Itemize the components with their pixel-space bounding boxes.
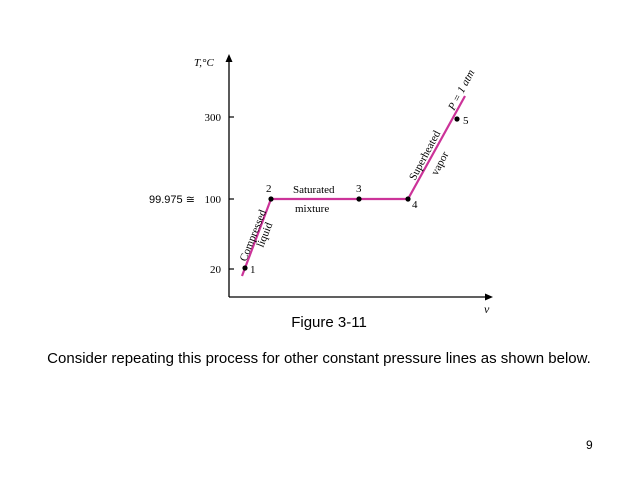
pressure-label: P = 1 atm <box>446 68 478 114</box>
state-label-3: 3 <box>356 183 362 195</box>
figure-caption: Figure 3-11 <box>291 314 367 331</box>
state-label-5: 5 <box>463 115 469 127</box>
x-axis-label: v <box>484 302 490 316</box>
state-point-1 <box>242 265 248 271</box>
state-point-2 <box>268 196 274 202</box>
state-label-1: 1 <box>250 264 256 276</box>
saturation-temp-annotation: 99.975 ≅ <box>149 194 195 206</box>
y-axis-label: T,°C <box>194 57 214 69</box>
state-point-5 <box>454 116 460 122</box>
state-label-2: 2 <box>266 183 272 195</box>
state-point-3 <box>356 196 362 202</box>
region-mixture-label: mixture <box>295 203 329 215</box>
tick-label-300: 300 <box>205 112 222 124</box>
tick-label-20: 20 <box>210 264 222 276</box>
body-text: Consider repeating this process for othe… <box>47 350 591 367</box>
state-point-4 <box>405 196 411 202</box>
page-number: 9 <box>586 438 593 452</box>
region-saturated-label: Saturated <box>293 184 335 196</box>
constant-pressure-line <box>240 95 466 277</box>
x-axis-arrow <box>485 293 493 301</box>
state-label-4: 4 <box>412 199 418 211</box>
tick-label-100: 100 <box>205 194 222 206</box>
y-axis-arrow <box>225 54 233 62</box>
